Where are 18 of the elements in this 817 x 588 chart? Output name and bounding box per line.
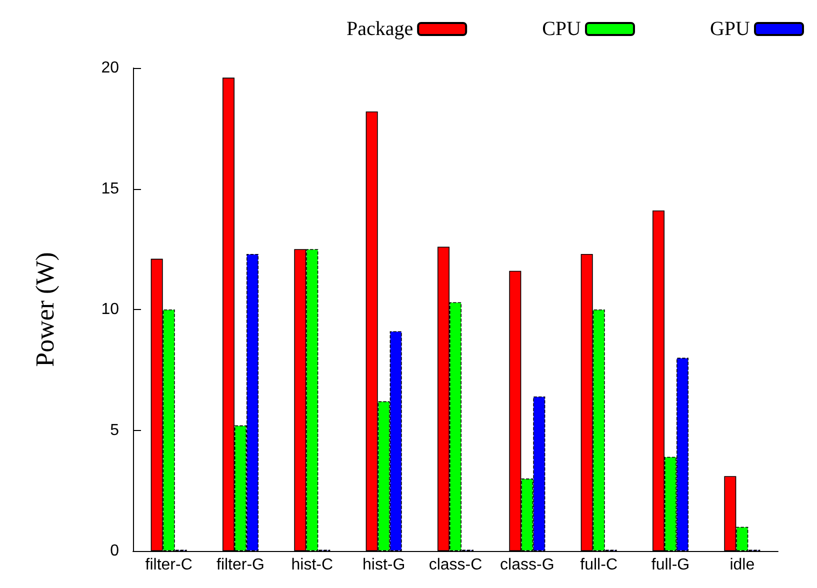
x-tick-label: hist-G xyxy=(362,556,406,574)
legend-label: GPU xyxy=(710,18,751,40)
x-tick-label: hist-C xyxy=(291,556,334,574)
x-tick-label: filter-C xyxy=(145,556,192,574)
x-tick-label: full-G xyxy=(651,556,690,574)
y-tick-label: 15 xyxy=(101,180,120,198)
legend-label: Package xyxy=(346,18,414,40)
y-tick-label: 20 xyxy=(101,60,120,76)
x-tick-label: idle xyxy=(730,556,755,574)
y-axis-title: Power (W) xyxy=(30,252,60,367)
x-tick-label: filter-G xyxy=(216,556,264,574)
y-tick-label: 10 xyxy=(101,301,120,318)
y-tick-label: 5 xyxy=(110,422,120,439)
x-tick-label: full-C xyxy=(580,556,618,574)
legend-label: CPU xyxy=(542,18,582,40)
x-tick-label: class-C xyxy=(428,556,482,574)
x-tick-label: class-G xyxy=(500,556,554,574)
y-tick-label: 0 xyxy=(110,542,120,560)
